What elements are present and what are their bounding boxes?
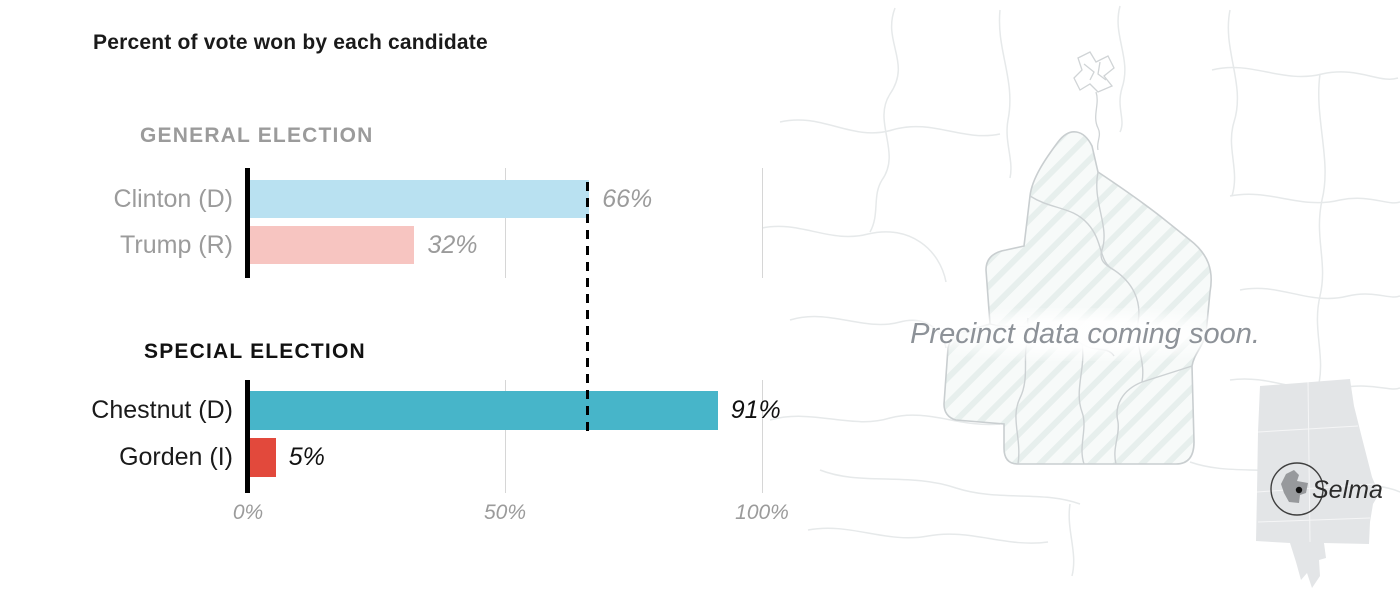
x-tick-label-100: 100% <box>735 501 789 524</box>
bar-value-clinton: 66% <box>602 185 653 213</box>
alabama-county-lines <box>1256 379 1375 543</box>
gridline-50 <box>504 380 506 493</box>
bar-chestnut <box>250 391 718 430</box>
bar-label-clinton: Clinton (D) <box>113 185 233 213</box>
city-precinct-cluster <box>1073 51 1115 151</box>
alabama-state-shape <box>1256 379 1379 588</box>
selma-circle-icon <box>1270 462 1324 516</box>
selma-marker-dot <box>1295 486 1303 494</box>
reference-line-66pct <box>585 182 589 433</box>
alabama-inset-map <box>1256 379 1379 588</box>
selma-label: Selma <box>1312 476 1383 504</box>
gridline-100 <box>761 168 763 278</box>
section-header-general: GENERAL ELECTION <box>140 124 374 147</box>
x-tick-label-50: 50% <box>483 501 527 524</box>
axis-line-special <box>245 380 250 493</box>
bar-clinton <box>250 180 590 218</box>
bar-value-chestnut: 91% <box>730 396 781 424</box>
bar-label-chestnut: Chestnut (D) <box>91 396 233 424</box>
dallas-county-shape <box>1281 470 1308 503</box>
page-title: Percent of vote won by each candidate <box>93 31 488 54</box>
bar-label-trump: Trump (R) <box>120 231 233 259</box>
bar-trump <box>250 226 415 264</box>
gridline-100 <box>761 380 763 493</box>
gridline-50 <box>504 168 506 278</box>
map-placeholder-text: Precinct data coming soon. <box>905 308 1265 361</box>
axis-line-general <box>245 168 250 278</box>
section-header-special: SPECIAL ELECTION <box>144 340 366 363</box>
bar-gorden <box>250 438 276 477</box>
dallas-county-hatched-area <box>943 131 1212 465</box>
bar-label-gorden: Gorden (I) <box>119 443 233 471</box>
x-tick-label-0: 0% <box>232 501 264 524</box>
bar-value-gorden: 5% <box>288 443 325 471</box>
bar-value-trump: 32% <box>427 231 478 259</box>
